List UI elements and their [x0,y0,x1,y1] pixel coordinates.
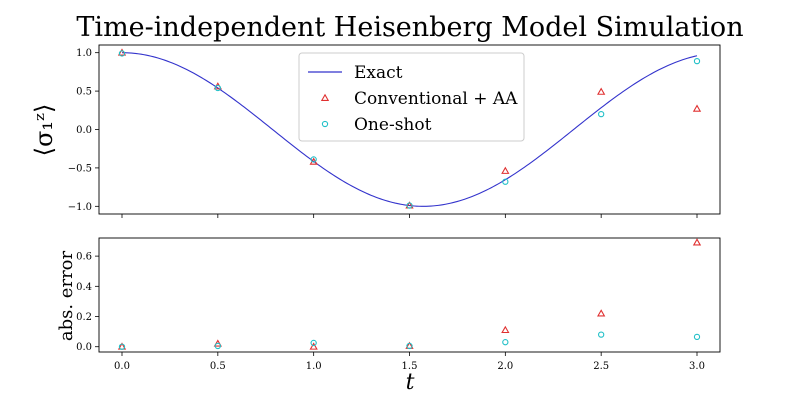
legend-label: Conventional + AA [354,89,518,109]
top-y-tick-label: 0.5 [76,87,92,98]
top-y-axis-label: ⟨σ₁ᶻ⟩ [30,104,58,157]
top-conventional-aa-point [597,87,606,95]
x-tick-label: 0.0 [114,361,130,372]
x-axis-label: t [406,370,415,395]
top-one-shot-point [118,50,126,57]
top-exact-line [121,52,698,207]
top-one-shot-point [693,57,701,65]
bottom-panel: 0.0 0.5 1.0 1.5 2.0 2.5 3.0 0.0 0.2 0.4 0.6 [76,237,721,372]
top-conventional-aa-point [692,104,702,112]
x-tick-label: 3.0 [689,361,705,372]
bottom-one-shot-point [118,343,126,350]
x-tick-label: 2.0 [497,361,513,372]
bottom-one-shot-point [406,342,413,350]
top-y-tick-label: −0.5 [68,163,92,174]
x-tick-label: 1.0 [306,361,322,372]
top-one-shot-point [406,202,413,209]
top-one-shot-point [502,178,509,185]
legend-label: One-shot [354,115,432,135]
top-one-shot-point [310,156,317,163]
top-y-tick-label: −1.0 [68,202,92,213]
x-tick-label: 0.5 [210,361,226,372]
x-tick-label: 2.5 [593,361,609,372]
bottom-conventional-aa-point [692,238,702,246]
top-y-tick-label: 0.0 [76,125,92,136]
chart-title: Time-independent Heisenberg Model Simula… [76,12,743,43]
x-tick-label: 1.5 [402,361,418,372]
legend: Exact Conventional + AA One-shot [298,52,525,142]
legend-box [298,52,525,142]
top-conventional-aa-point [501,166,510,174]
legend-conventional-aa-swatch [320,93,330,101]
bottom-y-tick-label: 0.0 [76,342,92,353]
bottom-y-axis-label: abs. error [56,250,77,341]
bottom-one-shot-point [502,339,509,346]
bottom-one-shot-point [693,333,701,341]
bottom-axes-frame [98,237,721,353]
bottom-conventional-aa-point [501,325,510,334]
top-one-shot-point [598,110,605,118]
legend-one-shot-swatch [321,120,329,128]
bottom-conventional-aa-point [597,309,606,317]
top-y-tick-label: 1.0 [76,48,92,59]
bottom-one-shot-point [310,339,317,347]
top-panel: −1.0 −0.5 0.0 0.5 1.0 [68,44,721,218]
top-one-shot-point [214,84,221,92]
bottom-one-shot-point [214,342,221,350]
bottom-one-shot-point [598,331,605,338]
bottom-conventional-aa-point [309,342,318,350]
bottom-y-tick-label: 0.4 [76,282,92,293]
top-conventional-aa-point [117,48,127,56]
legend-label: Exact [354,63,403,83]
bottom-y-tick-label: 0.2 [76,312,92,323]
bottom-y-tick-label: 0.6 [76,252,92,263]
